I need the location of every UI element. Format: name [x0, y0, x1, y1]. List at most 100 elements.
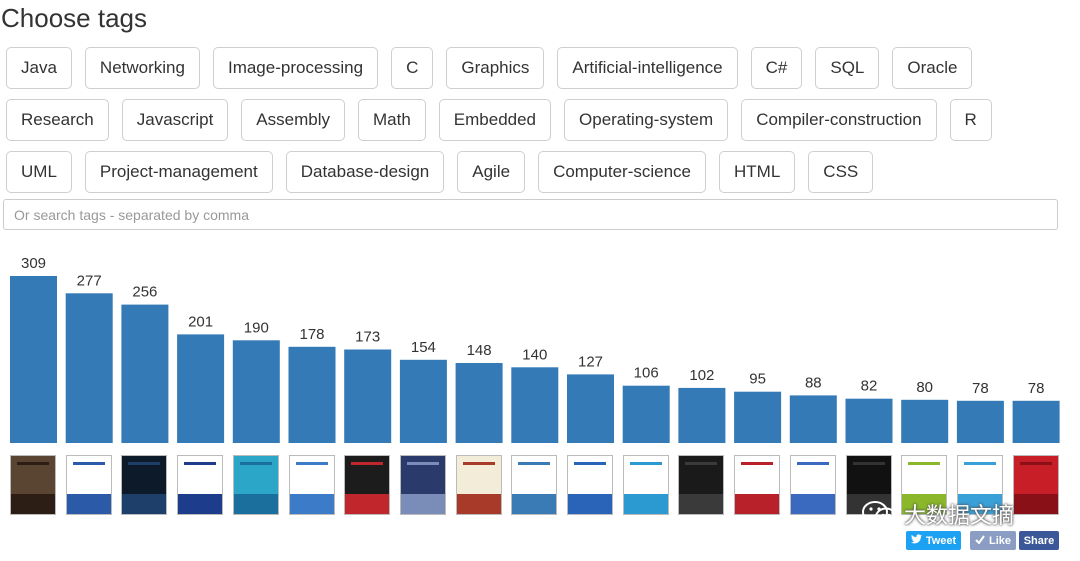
bar-17	[956, 400, 1004, 443]
twitter-icon	[910, 534, 922, 547]
book-cover-13[interactable]	[734, 455, 781, 515]
bar-value-label-4: 190	[244, 319, 269, 336]
tag-button-html[interactable]: HTML	[719, 151, 796, 193]
tag-row: Java Networking Image-processing C Graphics A…	[6, 47, 985, 89]
tag-button-r[interactable]: R	[949, 99, 992, 141]
book-cover-title-bar	[518, 462, 551, 465]
bar-value-label-3: 201	[188, 313, 213, 330]
tag-button-oracle[interactable]: Oracle	[892, 47, 973, 89]
bar-8	[455, 363, 503, 443]
book-cover-10[interactable]	[567, 455, 613, 515]
book-cover-17[interactable]	[956, 455, 1003, 515]
like-label: Like	[988, 534, 1011, 547]
tweet-button[interactable]: Tweet	[906, 531, 961, 550]
tag-button-uml[interactable]: UML	[6, 151, 72, 193]
tag-button-javascript[interactable]: Javascript	[121, 99, 229, 141]
tag-button-agile[interactable]: Agile	[457, 151, 526, 193]
book-cover-12[interactable]	[678, 455, 725, 515]
book-cover-title-bar	[128, 462, 161, 465]
bar-value-label-16: 80	[916, 379, 933, 396]
bar-value-label-1: 277	[77, 272, 102, 289]
watermark-text: 大数据文摘	[904, 504, 1015, 529]
bar-11	[622, 385, 670, 443]
book-cover-title-bar	[184, 462, 217, 465]
tag-button-embedded[interactable]: Embedded	[438, 99, 552, 141]
tag-button-project-management[interactable]: Project-management	[84, 151, 273, 193]
tag-button-networking[interactable]: Networking	[84, 47, 200, 89]
bar-13	[734, 391, 782, 443]
bar-3	[177, 334, 225, 443]
book-cover-title-bar	[462, 462, 495, 465]
book-cover-8[interactable]	[455, 455, 502, 515]
book-cover-3[interactable]	[177, 455, 224, 515]
bar-14	[789, 395, 837, 443]
book-cover-art	[679, 494, 724, 514]
book-cover-4[interactable]	[232, 455, 279, 515]
book-cover-art	[957, 494, 1002, 514]
tag-search-input[interactable]	[3, 199, 1058, 230]
book-cover-title-bar	[351, 462, 384, 465]
book-cover-16[interactable]	[901, 455, 948, 515]
book-cover-7[interactable]	[399, 455, 446, 515]
bar-7	[399, 359, 447, 443]
tag-button-artificial-intelligence[interactable]: Artificial-intelligence	[557, 47, 738, 89]
book-cover-9[interactable]	[511, 455, 558, 515]
book-cover-title-bar	[629, 462, 662, 465]
book-cover-art	[568, 494, 612, 514]
bar-9	[511, 367, 559, 443]
share-button[interactable]: Share	[1019, 531, 1059, 550]
book-cover-title-bar	[796, 462, 829, 465]
book-cover-title-bar	[574, 462, 606, 465]
tag-button-image-processing[interactable]: Image-processing	[212, 47, 379, 89]
book-cover-1[interactable]	[65, 455, 112, 515]
bar-value-label-12: 102	[689, 367, 714, 384]
book-cover-6[interactable]	[344, 455, 391, 515]
book-cover-14[interactable]	[789, 455, 836, 515]
book-cover-title-bar	[685, 462, 718, 465]
book-cover-18[interactable]	[1012, 455, 1059, 515]
book-cover-2[interactable]	[121, 455, 168, 515]
tag-button-sql[interactable]: SQL	[815, 47, 880, 89]
book-cover-art	[233, 494, 278, 514]
book-cover-title-bar	[963, 462, 996, 465]
tag-button-graphics[interactable]: Graphics	[446, 47, 545, 89]
like-check-icon	[975, 534, 985, 547]
bar-5	[288, 346, 336, 443]
tag-count-bar-chart: 309 277 256 201 190 178 173 154 148 140 127 106 102 9…	[10, 255, 1060, 443]
book-cover-title-bar	[239, 462, 272, 465]
book-cover-art	[1013, 494, 1058, 514]
tag-button-csharp[interactable]: C#	[750, 47, 803, 89]
tag-button-research[interactable]: Research	[6, 99, 109, 141]
bar-4	[232, 340, 280, 443]
bar-18	[1012, 400, 1060, 443]
book-cover-art	[122, 494, 167, 514]
book-cover-art	[456, 494, 501, 514]
book-cover-art	[735, 494, 780, 514]
book-cover-art	[178, 494, 223, 514]
book-cover-art	[400, 494, 445, 514]
bar-value-label-15: 82	[861, 378, 878, 395]
bar-value-label-13: 95	[749, 371, 766, 388]
tag-button-assembly[interactable]: Assembly	[241, 99, 345, 141]
tag-button-c[interactable]: C	[391, 47, 434, 89]
like-button[interactable]: Like	[970, 531, 1016, 550]
bar-value-label-9: 140	[522, 346, 547, 363]
book-cover-title-bar	[852, 462, 885, 465]
book-cover-5[interactable]	[288, 455, 335, 515]
tag-button-math[interactable]: Math	[357, 99, 426, 141]
tag-button-compiler-construction[interactable]: Compiler-construction	[741, 99, 937, 141]
tag-button-computer-science[interactable]: Computer-science	[538, 151, 707, 193]
book-cover-0[interactable]	[10, 455, 56, 515]
tag-button-css[interactable]: CSS	[808, 151, 874, 193]
book-cover-title-bar	[295, 462, 328, 465]
tag-row: Research Javascript Assembly Math Embedded Op…	[6, 99, 1005, 141]
book-cover-art	[289, 494, 334, 514]
bar-value-label-18: 78	[1028, 380, 1045, 397]
bar-12	[678, 387, 726, 443]
book-cover-11[interactable]	[622, 455, 669, 515]
tag-button-operating-system[interactable]: Operating-system	[564, 99, 729, 141]
wechat-icon	[862, 500, 898, 528]
tag-button-java[interactable]: Java	[6, 47, 72, 89]
book-cover-title-bar	[406, 462, 439, 465]
tag-button-database-design[interactable]: Database-design	[285, 151, 445, 193]
